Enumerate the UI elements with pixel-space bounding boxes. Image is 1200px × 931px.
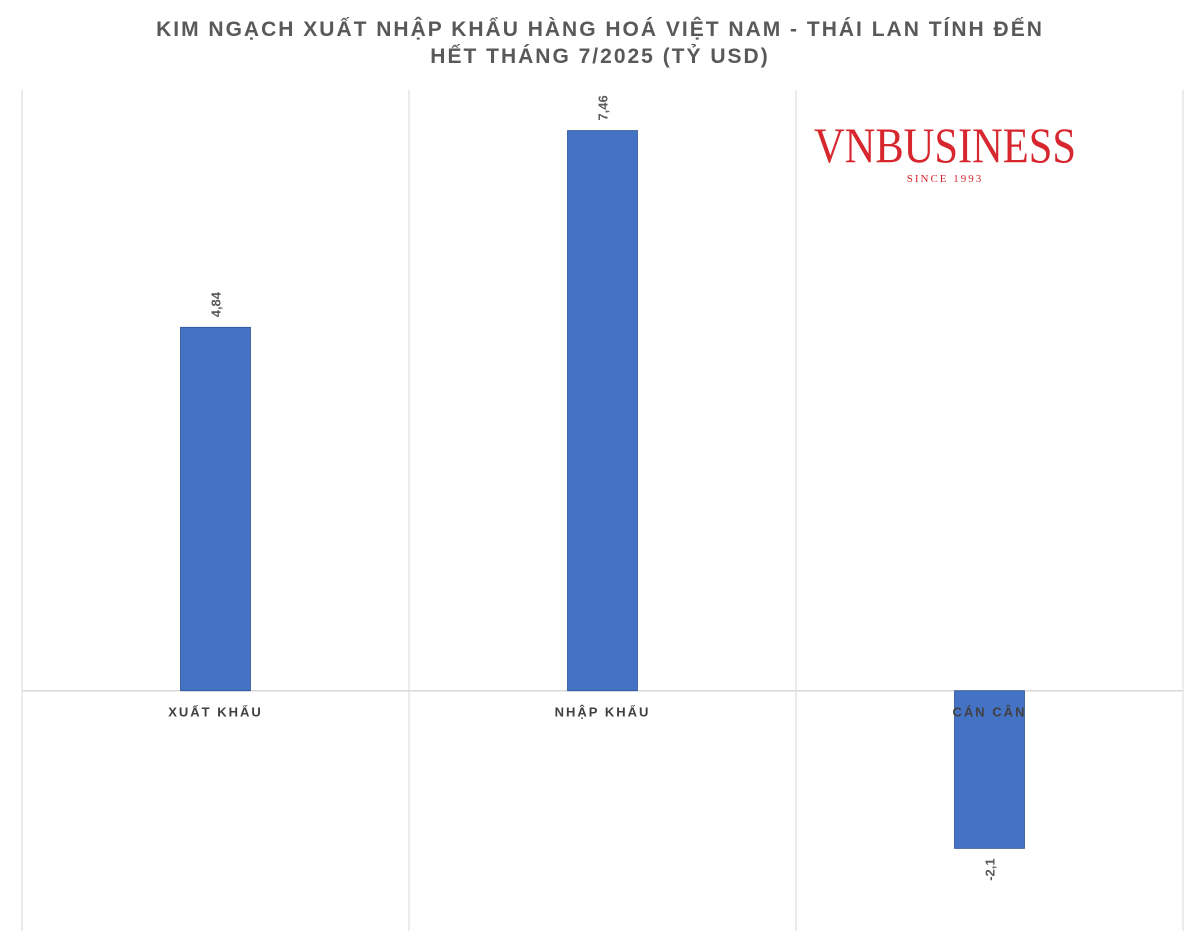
value-label: 4,84	[209, 291, 224, 317]
x-tick-label: XUẤT KHẨU	[168, 705, 263, 720]
value-label: 7,46	[596, 95, 611, 120]
bar	[567, 130, 638, 692]
x-tick-label: CÁN CÂN	[953, 705, 1027, 720]
logo-tagline: SINCE 1993	[907, 173, 984, 185]
chart-title: HẾT THÁNG 7/2025 (TỶ USD)	[430, 45, 769, 68]
x-tick-label: NHẬP KHẨU	[555, 705, 651, 720]
chart-title: KIM NGẠCH XUẤT NHẬP KHẨU HÀNG HOÁ VIỆT N…	[156, 17, 1044, 41]
logo: VNBUSINESS	[814, 117, 1076, 173]
bar	[954, 690, 1025, 849]
bar	[180, 326, 251, 692]
value-label: -2,1	[983, 858, 998, 880]
